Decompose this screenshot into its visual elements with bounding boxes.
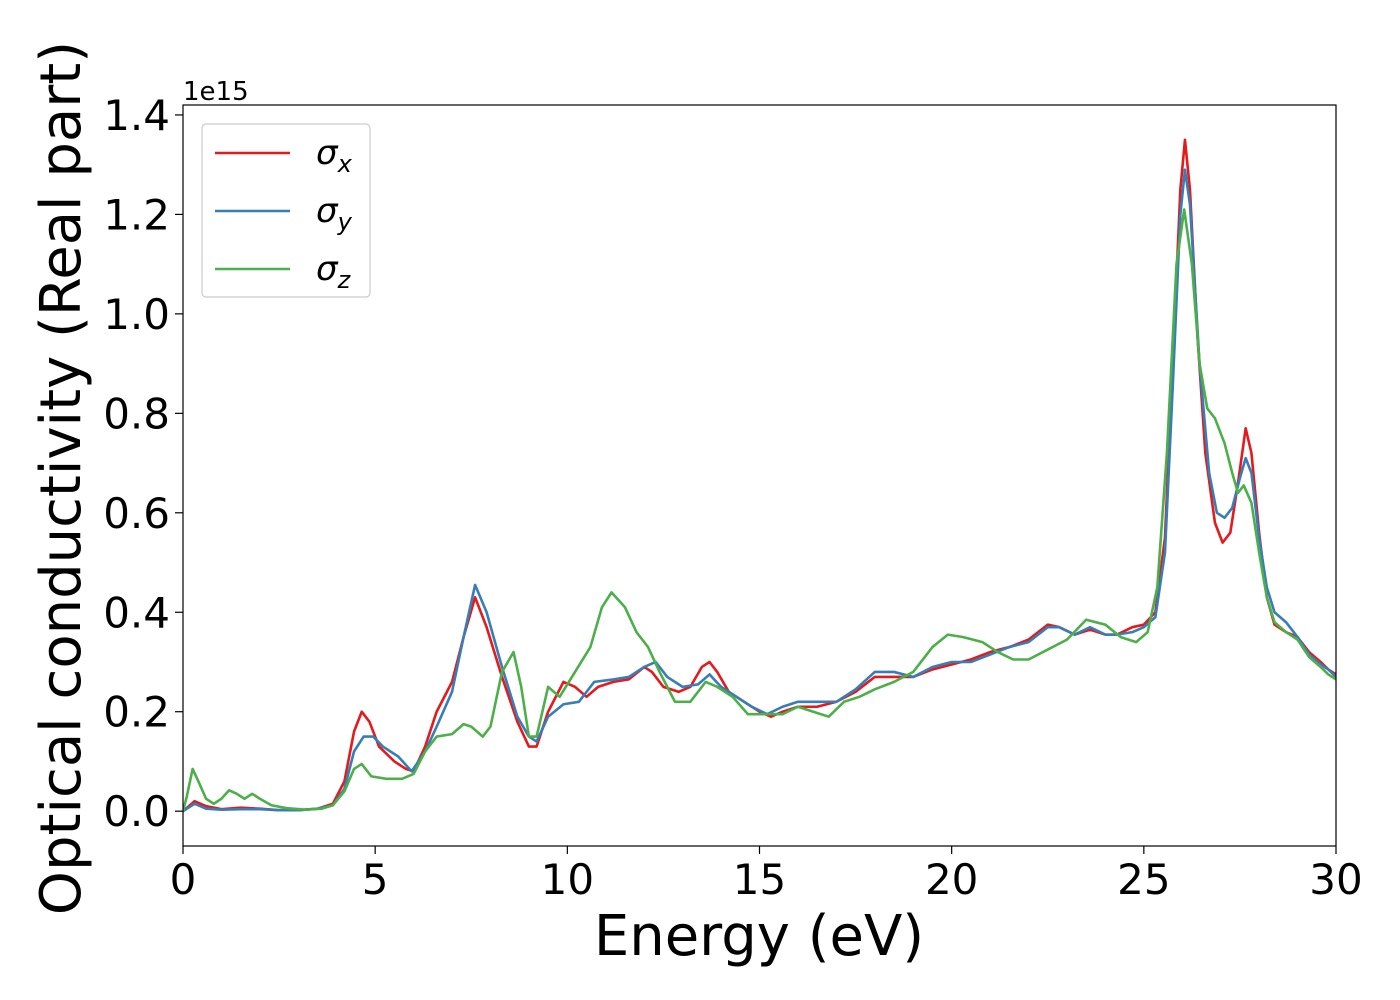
y-tick-label: 1.2	[103, 190, 170, 239]
series-line-y	[183, 168, 1336, 813]
x-axis-ticks: 0 5 10 15 20 25 30	[170, 846, 1363, 904]
legend-label-y: σy	[316, 191, 353, 236]
y-tick-label: 0.2	[103, 688, 170, 737]
x-tick-label: 5	[362, 855, 389, 904]
y-tick-label: 1.0	[103, 290, 170, 339]
y-tick-label: 0.6	[103, 489, 170, 538]
x-tick-label: 10	[541, 855, 594, 904]
x-tick-label: 20	[925, 855, 978, 904]
y-axis-label: Optical conductivity (Real part)	[29, 41, 94, 915]
y-axis-scale-label: 1e15	[183, 77, 249, 107]
series-line-z	[183, 208, 1336, 813]
y-tick-label: 0.8	[103, 389, 170, 438]
x-tick-label: 25	[1117, 855, 1170, 904]
legend: σx σy σz	[201, 123, 371, 298]
y-axis-ticks: 0.0 0.2 0.4 0.6 0.8 1.0 1.2 1.4	[103, 91, 183, 836]
legend-label-x: σx	[316, 133, 353, 178]
x-axis-label: Energy (eV)	[594, 904, 924, 969]
legend-label-z: σz	[316, 249, 352, 294]
x-tick-label: 0	[170, 855, 197, 904]
y-tick-label: 0.0	[103, 787, 170, 836]
x-tick-label: 15	[733, 855, 786, 904]
y-tick-label: 1.4	[103, 91, 170, 140]
x-tick-label: 30	[1309, 855, 1362, 904]
series-layer	[183, 138, 1336, 813]
y-tick-label: 0.4	[103, 588, 170, 637]
